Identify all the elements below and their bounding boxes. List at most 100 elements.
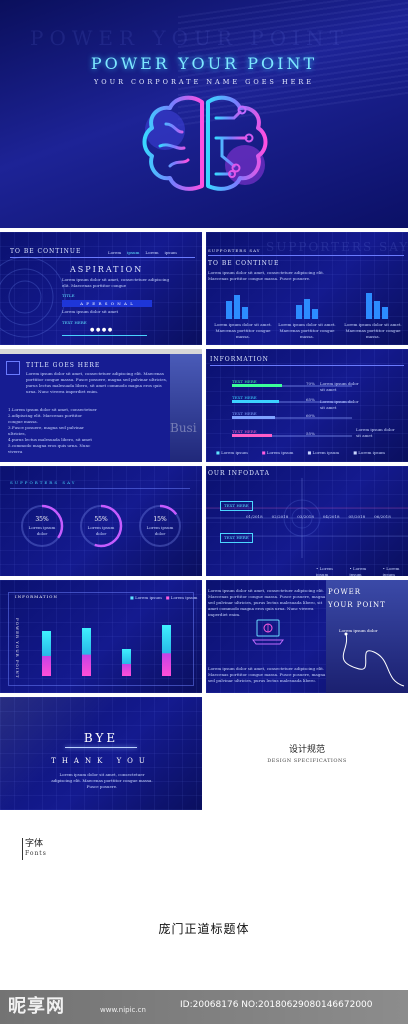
ring-2-label: Lorem ipsum dolor xyxy=(87,525,115,536)
slide8-legend: ■ Lorem ipsum ■ Lorem ipsum xyxy=(130,595,198,600)
hero-title: POWER YOUR POINT xyxy=(90,54,318,73)
progress-fill xyxy=(232,384,283,387)
slide-bar-chart: INFORMATION ■ Lorem ipsum ■ Lorem ipsum … xyxy=(0,580,202,693)
design-title-en: DESIGN SPECIFICATIONS xyxy=(267,758,347,764)
slide-rings: SUPPORTERS SAY 35% Lorem ipsum dolor 55%… xyxy=(0,466,202,576)
progress-track xyxy=(232,385,352,387)
hero-slide: POWER YOUR POINT POWER YOUR POINT YOUR C… xyxy=(0,0,408,228)
bye-body: Lorem ipsum dolor sit amet, consectetuer… xyxy=(51,772,153,789)
ring-1-label: Lorem ipsum dolor xyxy=(28,525,56,536)
slide-bye: BYE THANK YOU Lorem ipsum dolor sit amet… xyxy=(0,697,202,810)
progress-fill xyxy=(232,434,272,437)
progress-track xyxy=(232,435,352,437)
slide4-list: 1.Lorem ipsum dolor sit amet, consectetu… xyxy=(8,407,97,454)
watermark-url: www.nipic.cn xyxy=(100,1006,146,1014)
slide2-header: TO BE CONTINUE xyxy=(10,248,82,255)
ring-1-pct: 35% xyxy=(35,516,49,523)
tab-3[interactable]: Lorem xyxy=(145,250,159,255)
bar xyxy=(162,625,171,676)
slide3-col-1: Lorem ipsum dolor sit amet. Maecenas por… xyxy=(214,322,272,339)
slide3-col-3: Lorem ipsum dolor sit amet. Maecenas por… xyxy=(344,322,402,339)
progress-track xyxy=(232,401,352,403)
slide2-row-label: TITLE xyxy=(62,293,75,298)
ring-arc xyxy=(20,504,64,548)
progress-fill xyxy=(232,416,276,419)
progress-pct: 65% xyxy=(306,397,315,402)
progress-pct: 55% xyxy=(306,431,315,436)
font-name-sample: 庞门正道标题体 xyxy=(158,922,250,936)
tab-2[interactable]: ipsum xyxy=(127,250,140,255)
bye-title: BYE xyxy=(83,731,119,745)
ring-3-pct: 15% xyxy=(153,516,167,523)
slide4-body: Lorem ipsum dolor sit amet, consectetuer… xyxy=(26,371,168,394)
slide8-header: INFORMATION xyxy=(15,594,58,599)
progress-pct: 70% xyxy=(306,381,315,386)
progress-pct: 60% xyxy=(306,413,315,418)
slide2-body2: Lorem ipsum dolor sit amet xyxy=(62,309,119,314)
slide9-title: POWER YOUR POINT xyxy=(328,588,386,609)
bar-chart xyxy=(42,625,171,676)
slide-aspiration: TO BE CONTINUE Lorem ipsum Lorem ipsum A… xyxy=(0,232,202,345)
slide7-label-1: TEXT HERE xyxy=(220,501,253,511)
slide8-side-title: POWER YOUR POINT xyxy=(15,618,20,679)
ring-arc xyxy=(138,504,182,548)
slide4-heading: TITLE GOES HERE xyxy=(26,362,101,369)
bye-subtitle: THANK YOU xyxy=(51,757,151,765)
slide3-header: SUPPORTERS SAY xyxy=(208,248,261,253)
tab-1[interactable]: Lorem xyxy=(108,250,122,255)
tab-4[interactable]: ipsum xyxy=(164,250,177,255)
slide2-heading: ASPIRATION xyxy=(70,265,144,274)
slide3-heading: TO BE CONTINUE xyxy=(208,260,280,267)
progress-label: TEXT HERE xyxy=(232,395,257,400)
radar-decoration xyxy=(0,256,66,338)
design-title-cn: 设计规范 xyxy=(288,745,325,755)
slide2-text-here: TEXT HERE xyxy=(62,320,87,325)
laptop-brain-icon xyxy=(252,619,284,645)
slide-power: Lorem ipsum dolor sit amet, consectetuer… xyxy=(206,580,408,693)
slide5-right-1: Lorem ipsum dolor sit amet xyxy=(320,381,359,392)
photo-word: Busi xyxy=(170,421,197,435)
slide7-legend: • Lorem ipsum • Lorem ipsum • Lorem ipsu… xyxy=(316,566,400,576)
slide-infodata: OUR INFODATA TEXT HERE TEXT HERE 01/2018… xyxy=(206,466,408,576)
curve-line xyxy=(342,632,405,687)
fonts-label-cn: 字体 xyxy=(25,839,44,849)
iso-bars xyxy=(226,293,388,319)
slide9-body2: Lorem ipsum dolor sit amet, consectetuer… xyxy=(208,666,326,683)
slide-information: INFORMATION Lorem ipsum dolor sit amet L… xyxy=(206,349,408,462)
progress-label: TEXT HERE xyxy=(232,411,257,416)
ring-arc xyxy=(79,504,123,548)
bar xyxy=(42,631,51,676)
brain-icon xyxy=(142,95,268,191)
slide7-header: OUR INFODATA xyxy=(208,470,270,477)
bar xyxy=(82,628,91,676)
slide7-label-2: TEXT HERE xyxy=(220,533,253,543)
slide3-col-2: Lorem ipsum dolor sit amet. Maecenas por… xyxy=(278,322,336,339)
slide3-ghost: SUPPORTERS SAY xyxy=(266,240,408,254)
slide7-dates: 01/2018 02/2018 03/2018 04/2018 05/2018 06/20… xyxy=(246,514,391,519)
progress-fill xyxy=(232,400,279,403)
slide5-header: INFORMATION xyxy=(210,356,269,363)
progress-label: TEXT HERE xyxy=(232,429,257,434)
watermark-id: ID:20068176 NO:20180629080146672000 xyxy=(180,1000,373,1010)
ring-charts xyxy=(20,504,182,548)
slide6-header: SUPPORTERS SAY xyxy=(10,480,77,485)
bar xyxy=(122,649,131,676)
slide-supporters: SUPPORTERS SAY SUPPORTERS SAY TO BE CONT… xyxy=(206,232,408,345)
progress-track xyxy=(232,417,352,419)
slide3-body: Lorem ipsum dolor sit amet, consectetuer… xyxy=(208,270,325,281)
progress-label: TEXT HERE xyxy=(232,379,257,384)
pager-dots[interactable]: ● ● ● ● xyxy=(90,327,113,333)
slide9-body: Lorem ipsum dolor sit amet, consectetuer… xyxy=(208,588,326,617)
slide5-right-2: Lorem ipsum dolor sit amet xyxy=(320,399,359,410)
slide2-row-value: A P E R S O N A L xyxy=(62,300,152,307)
slide5-right-3: Lorem ipsum dolor sit amet xyxy=(356,427,395,438)
slide2-body: Lorem ipsum dolor sit amet, consectetuer… xyxy=(62,277,170,288)
fonts-divider xyxy=(22,838,23,860)
ring-3-label: Lorem ipsum dolor xyxy=(146,525,174,536)
watermark-bar xyxy=(0,990,408,1024)
slide5-legend: ■ Lorem ipsum ■ Lorem ipsum ■ Lorem ipsu… xyxy=(216,450,385,455)
slide9-caption: Lorem ipsum dolor xyxy=(339,628,378,633)
timeline-lines xyxy=(206,478,408,558)
slide-title-goes-here: Busi TITLE GOES HERE Lorem ipsum dolor s… xyxy=(0,349,202,462)
ring-2-pct: 55% xyxy=(94,516,108,523)
